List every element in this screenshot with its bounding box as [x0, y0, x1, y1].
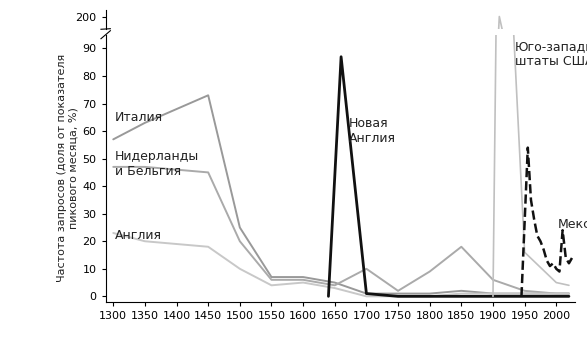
Y-axis label: Частота запросов (доля от показателя
пикового месяца, %): Частота запросов (доля от показателя пик… [57, 54, 78, 282]
Text: Мексика: Мексика [558, 218, 587, 231]
Text: Юго-западные
штаты США: Юго-западные штаты США [515, 40, 587, 68]
Text: Новая
Англия: Новая Англия [349, 117, 396, 145]
Text: Италия: Италия [114, 111, 163, 124]
Text: Нидерланды
и Бельгия: Нидерланды и Бельгия [114, 150, 199, 178]
Text: Англия: Англия [114, 229, 161, 242]
